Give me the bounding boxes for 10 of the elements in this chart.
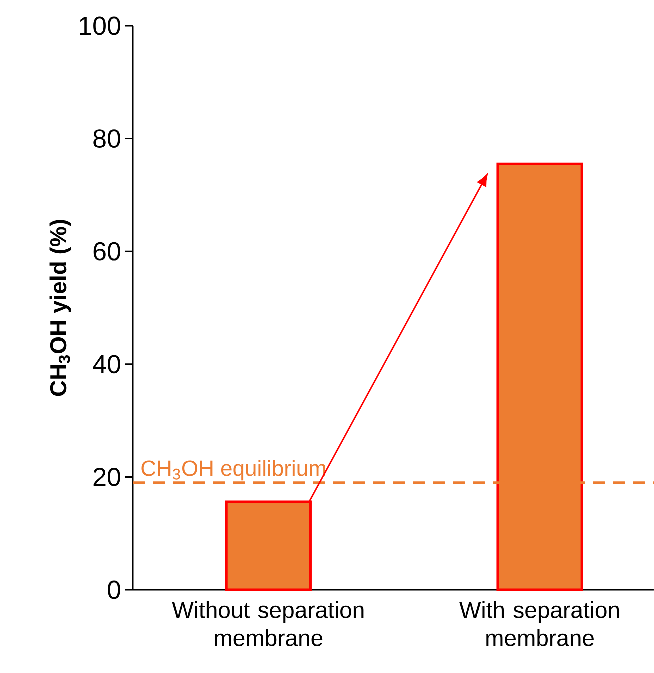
y-tick-label: 80: [94, 130, 120, 148]
y-tick-label: 100: [80, 16, 120, 36]
x-tick-label: Without separation membrane: [172, 602, 364, 646]
x-tick-label: With separation membrane: [460, 602, 620, 646]
y-tick-label: 20: [94, 468, 120, 486]
y-axis-title: CH$_{3}$OH yield (%): [50, 220, 72, 396]
ref-line-label: CH$_{3}$OH equilibrium: [142, 460, 326, 481]
y-tick-label: 40: [93, 355, 120, 374]
y-tick-label: 60: [94, 242, 120, 261]
y-tick-label: 0: [108, 580, 120, 600]
